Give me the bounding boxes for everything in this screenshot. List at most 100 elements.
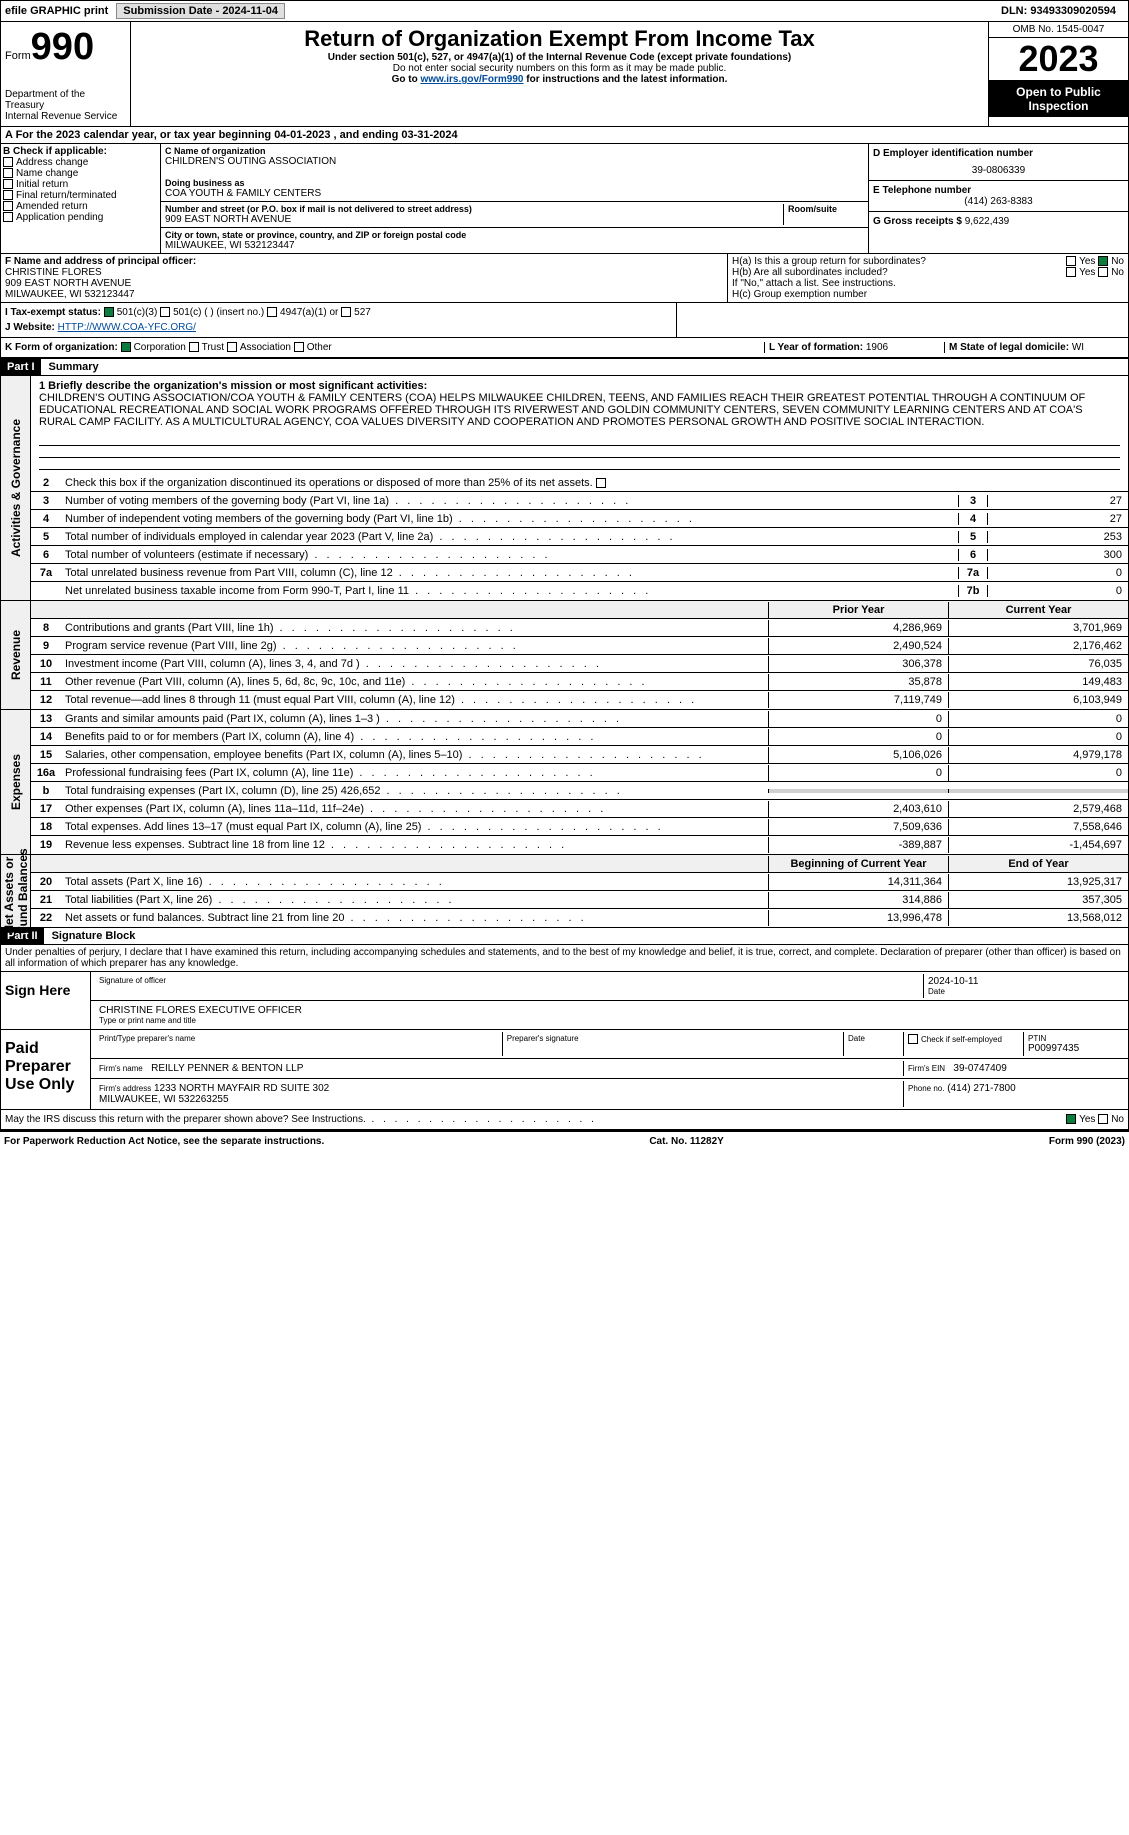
cb-ha-yes[interactable] (1066, 256, 1076, 266)
side-activities: Activities & Governance (9, 419, 23, 557)
cb-amended-return[interactable] (3, 201, 13, 211)
j-label: J Website: (5, 322, 55, 333)
table-row: 9Program service revenue (Part VIII, lin… (31, 637, 1128, 655)
table-row: 6Total number of volunteers (estimate if… (31, 546, 1128, 564)
sig-date-label: Date (928, 987, 1120, 996)
table-row: 11Other revenue (Part VIII, column (A), … (31, 673, 1128, 691)
table-row: 15Salaries, other compensation, employee… (31, 746, 1128, 764)
f-label: F Name and address of principal officer: (5, 256, 723, 267)
paid-preparer-label: Paid Preparer Use Only (1, 1030, 91, 1109)
cb-501c3[interactable] (104, 307, 114, 317)
cb-527[interactable] (341, 307, 351, 317)
submission-date-btn[interactable]: Submission Date - 2024-11-04 (116, 3, 285, 19)
top-bar: efile GRAPHIC print Submission Date - 20… (0, 0, 1129, 22)
table-row: 4Number of independent voting members of… (31, 510, 1128, 528)
page-footer: For Paperwork Reduction Act Notice, see … (0, 1130, 1129, 1151)
sig-officer-label: Signature of officer (99, 976, 919, 985)
part-1-header: Part I Summary (0, 359, 1129, 376)
irs-label: Internal Revenue Service (5, 111, 126, 122)
preparer-sig-label: Preparer's signature (507, 1034, 839, 1043)
part-1-badge: Part I (1, 359, 41, 375)
row-f-h: F Name and address of principal officer:… (0, 254, 1129, 303)
side-expenses: Expenses (9, 754, 23, 810)
preparer-date-label: Date (848, 1034, 899, 1043)
part-1-title: Summary (49, 361, 99, 373)
cb-discuss-no[interactable] (1098, 1114, 1108, 1124)
street-label: Number and street (or P.O. box if mail i… (165, 204, 779, 214)
hc-label: H(c) Group exemption number (732, 289, 1124, 300)
cb-final-return[interactable] (3, 190, 13, 200)
ptin-label: PTIN (1028, 1034, 1120, 1043)
ein: 39-0806339 (873, 165, 1124, 176)
mission-label: 1 Briefly describe the organization's mi… (39, 380, 1120, 392)
omb-number: OMB No. 1545-0047 (989, 22, 1128, 38)
form-label: Form (5, 50, 31, 62)
hb-note: If "No," attach a list. See instructions… (732, 278, 1124, 289)
cb-self-employed[interactable] (908, 1034, 918, 1044)
cb-line2[interactable] (596, 478, 606, 488)
firm-name: REILLY PENNER & BENTON LLP (151, 1063, 303, 1074)
d-label: D Employer identification number (873, 148, 1124, 159)
penalties-statement: Under penalties of perjury, I declare th… (0, 945, 1129, 972)
firm-phone: (414) 271-7800 (947, 1083, 1015, 1094)
cb-association[interactable] (227, 342, 237, 352)
firm-name-label: Firm's name (99, 1064, 143, 1073)
discuss-question: May the IRS discuss this return with the… (5, 1114, 1066, 1125)
firm-phone-label: Phone no. (908, 1084, 944, 1093)
part-2-header: Part II Signature Block (0, 928, 1129, 945)
cat-no: Cat. No. 11282Y (324, 1136, 1049, 1147)
irs-link[interactable]: www.irs.gov/Form990 (420, 74, 523, 85)
cb-application-pending[interactable] (3, 212, 13, 222)
firm-address-2: MILWAUKEE, WI 532263255 (99, 1094, 229, 1105)
expenses-section: Expenses 13Grants and similar amounts pa… (0, 710, 1129, 855)
cb-ha-no[interactable] (1098, 256, 1108, 266)
cb-other[interactable] (294, 342, 304, 352)
form-subtitle-2: Do not enter social security numbers on … (139, 63, 980, 74)
dba-name: COA YOUTH & FAMILY CENTERS (165, 188, 864, 199)
side-revenue: Revenue (9, 630, 23, 680)
cb-501c[interactable] (160, 307, 170, 317)
paperwork-notice: For Paperwork Reduction Act Notice, see … (4, 1136, 324, 1147)
part-2-title: Signature Block (52, 930, 136, 942)
cb-trust[interactable] (189, 342, 199, 352)
dept-treasury: Department of the Treasury (5, 89, 126, 111)
table-row: 10Investment income (Part VIII, column (… (31, 655, 1128, 673)
cb-name-change[interactable] (3, 168, 13, 178)
table-row: bTotal fundraising expenses (Part IX, co… (31, 782, 1128, 800)
telephone: (414) 263-8383 (873, 196, 1124, 207)
activities-governance-section: Activities & Governance 1 Briefly descri… (0, 376, 1129, 601)
cb-4947[interactable] (267, 307, 277, 317)
table-row: 3Number of voting members of the governi… (31, 492, 1128, 510)
table-row: 21Total liabilities (Part X, line 26)314… (31, 891, 1128, 909)
table-row: 8Contributions and grants (Part VIII, li… (31, 619, 1128, 637)
dba-label: Doing business as (165, 178, 864, 188)
self-employed-label: Check if self-employed (921, 1035, 1002, 1044)
row-a: A For the 2023 calendar year, or tax yea… (0, 127, 1129, 144)
form-subtitle-3: Go to www.irs.gov/Form990 for instructio… (139, 74, 980, 85)
tax-year: 2023 (989, 38, 1128, 81)
side-net-assets: Net Assets orFund Balances (2, 848, 30, 933)
form-header: Form990 Department of the Treasury Inter… (0, 22, 1129, 127)
m-label: M State of legal domicile: (949, 342, 1069, 353)
cb-hb-no[interactable] (1098, 267, 1108, 277)
cb-hb-yes[interactable] (1066, 267, 1076, 277)
table-row: 7aTotal unrelated business revenue from … (31, 564, 1128, 582)
table-row: 20Total assets (Part X, line 16)14,311,3… (31, 873, 1128, 891)
cb-corporation[interactable] (121, 342, 131, 352)
type-label: Type or print name and title (99, 1016, 1120, 1025)
cb-address-change[interactable] (3, 157, 13, 167)
officer-name: CHRISTINE FLORES (5, 267, 723, 278)
g-label: G Gross receipts $ (873, 216, 962, 227)
mission-text: CHILDREN'S OUTING ASSOCIATION/COA YOUTH … (39, 392, 1120, 428)
table-row: 18Total expenses. Add lines 13–17 (must … (31, 818, 1128, 836)
dln: DLN: 93493309020594 (1001, 5, 1116, 17)
end-year-hdr: End of Year (948, 856, 1128, 872)
ptin: P00997435 (1028, 1043, 1120, 1054)
city-label: City or town, state or province, country… (165, 230, 864, 240)
cb-initial-return[interactable] (3, 179, 13, 189)
form-number: 990 (31, 26, 94, 68)
prior-year-hdr: Prior Year (768, 602, 948, 618)
website-link[interactable]: HTTP://WWW.COA-YFC.ORG/ (58, 322, 196, 333)
block-b-c-d-e: B Check if applicable: Address change Na… (0, 144, 1129, 254)
cb-discuss-yes[interactable] (1066, 1114, 1076, 1124)
